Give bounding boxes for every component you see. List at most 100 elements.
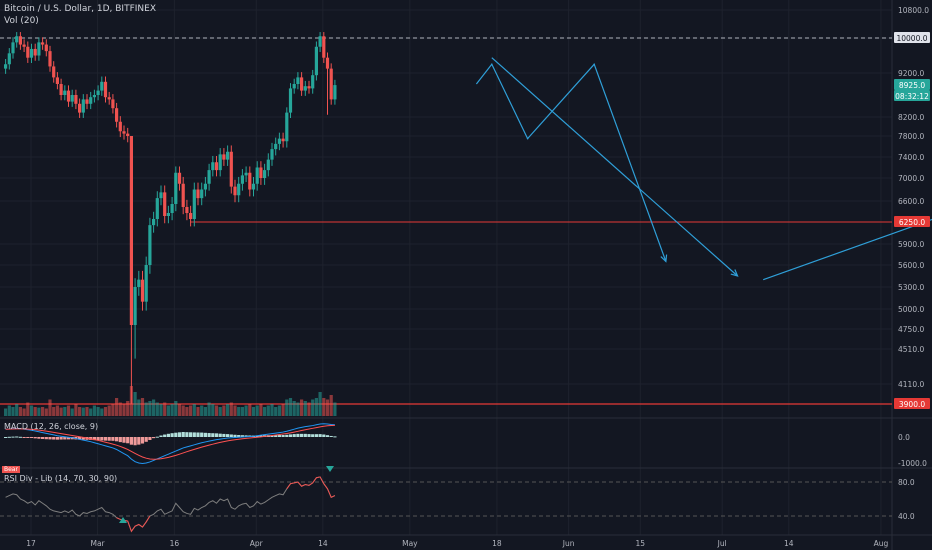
forecast-node (593, 63, 595, 66)
candle-body (277, 138, 281, 144)
volume-label[interactable]: Vol (20) (4, 16, 39, 26)
rsi-pane (0, 466, 892, 533)
volume-bar (70, 408, 74, 416)
volume-bar (18, 407, 22, 416)
price-tick-label: 4110.0 (898, 380, 924, 389)
macd-histogram-bar (259, 435, 263, 437)
macd-histogram-bar (314, 434, 318, 437)
macd-histogram-bar (103, 437, 108, 441)
macd-histogram-bar (237, 435, 241, 437)
macd-histogram-bar (288, 434, 293, 437)
candle-body (48, 51, 52, 67)
volume-bar (214, 405, 219, 416)
macd-label[interactable]: MACD (12, 26, close, 9) (4, 422, 99, 431)
macd-histogram-bar (66, 437, 71, 440)
volume-bar (244, 405, 248, 416)
volume-bar (222, 405, 226, 416)
badge-10000-bg (894, 32, 930, 43)
badge-countdown: 08:32:12 (895, 92, 929, 101)
volume-bar (152, 399, 156, 416)
candle-body (233, 186, 237, 196)
volume-bar (170, 404, 174, 416)
candle-body (63, 90, 67, 95)
macd-histogram-bar (78, 437, 82, 440)
macd-histogram-bar (118, 437, 122, 443)
macd-histogram-bar (26, 437, 30, 438)
volume-bar (226, 404, 230, 416)
forecast-zigzag (475, 63, 667, 262)
candle-body (59, 84, 63, 95)
rsi-oversold-segment (116, 515, 151, 533)
volume-bar (115, 398, 119, 416)
macd-line (5, 423, 335, 465)
macd-tick-label: 0.0 (898, 433, 910, 442)
macd-histogram-bar (233, 434, 237, 437)
volume-bar (303, 401, 307, 416)
volume-bar (251, 407, 256, 416)
candle-body (103, 81, 108, 98)
candle-body (311, 75, 315, 89)
candle-body (29, 48, 34, 58)
rsi-label[interactable]: RSI Div - Lib (14, 70, 30, 90) (4, 474, 118, 483)
candle-body (255, 167, 259, 184)
rsi-overbought-segment (286, 476, 336, 498)
candle-body (174, 172, 178, 204)
volume-bar (63, 407, 67, 416)
price-tick-label: 7800.0 (898, 132, 924, 141)
volume-bar (89, 408, 93, 416)
candle-body (240, 175, 244, 184)
volume-bar (59, 407, 63, 416)
volume-bar (270, 404, 274, 416)
forecast-drawings[interactable] (475, 57, 932, 400)
volume-bar (266, 405, 270, 416)
candle-body (81, 99, 85, 113)
volume-bar (203, 407, 207, 416)
macd-histogram-bar (44, 437, 48, 440)
volume-bar (44, 408, 48, 416)
macd-histogram-bar (311, 434, 315, 437)
candle-body (263, 170, 267, 178)
volume-bar (177, 404, 182, 416)
macd-histogram-bar (140, 437, 145, 444)
price-tick-label: 5300.0 (898, 283, 924, 292)
volume-bar (122, 404, 126, 416)
price-tick-label: 4750.0 (898, 325, 924, 334)
candle-body (133, 287, 137, 325)
macd-histogram-bar (59, 437, 63, 440)
macd-histogram-bar (226, 434, 230, 437)
axes: 10800.0 9200.0 8200.0 7800.0 7400.0 7000.0 660… (26, 6, 930, 548)
macd-histogram-bar (325, 435, 330, 437)
macd-histogram-bar (207, 433, 211, 437)
candle-body (137, 279, 141, 287)
volume-bar (229, 402, 233, 416)
macd-histogram-bar (81, 437, 85, 440)
symbol-title[interactable]: Bitcoin / U.S. Dollar, 1D, BITFINEX (4, 4, 156, 14)
candle-body (259, 167, 263, 178)
candle-body (170, 204, 174, 213)
volume-bar (318, 392, 322, 416)
macd-histogram-bar (200, 432, 204, 437)
volume-bar (329, 395, 333, 416)
macd-histogram-bar (137, 437, 141, 445)
macd-histogram-bar (333, 436, 337, 438)
macd-histogram-bar (92, 437, 96, 441)
candle-body (214, 162, 219, 171)
macd-histogram-bar (96, 437, 100, 441)
macd-histogram-bar (33, 437, 37, 439)
macd-histogram-bar (170, 433, 174, 437)
candle-body (226, 151, 230, 160)
candle-body (159, 192, 163, 199)
candle-body (296, 77, 300, 84)
time-tick-label: 18 (492, 539, 502, 548)
macd-histogram-bar (55, 437, 59, 440)
volume-bar (96, 407, 100, 416)
candle-body (285, 112, 289, 142)
macd-histogram-bar (196, 432, 200, 437)
macd-histogram-bar (255, 435, 259, 437)
candle-body (96, 90, 100, 95)
volume-bar (300, 399, 304, 416)
candle-body (85, 99, 89, 104)
candle-body (66, 90, 71, 102)
candle-body (218, 154, 222, 171)
